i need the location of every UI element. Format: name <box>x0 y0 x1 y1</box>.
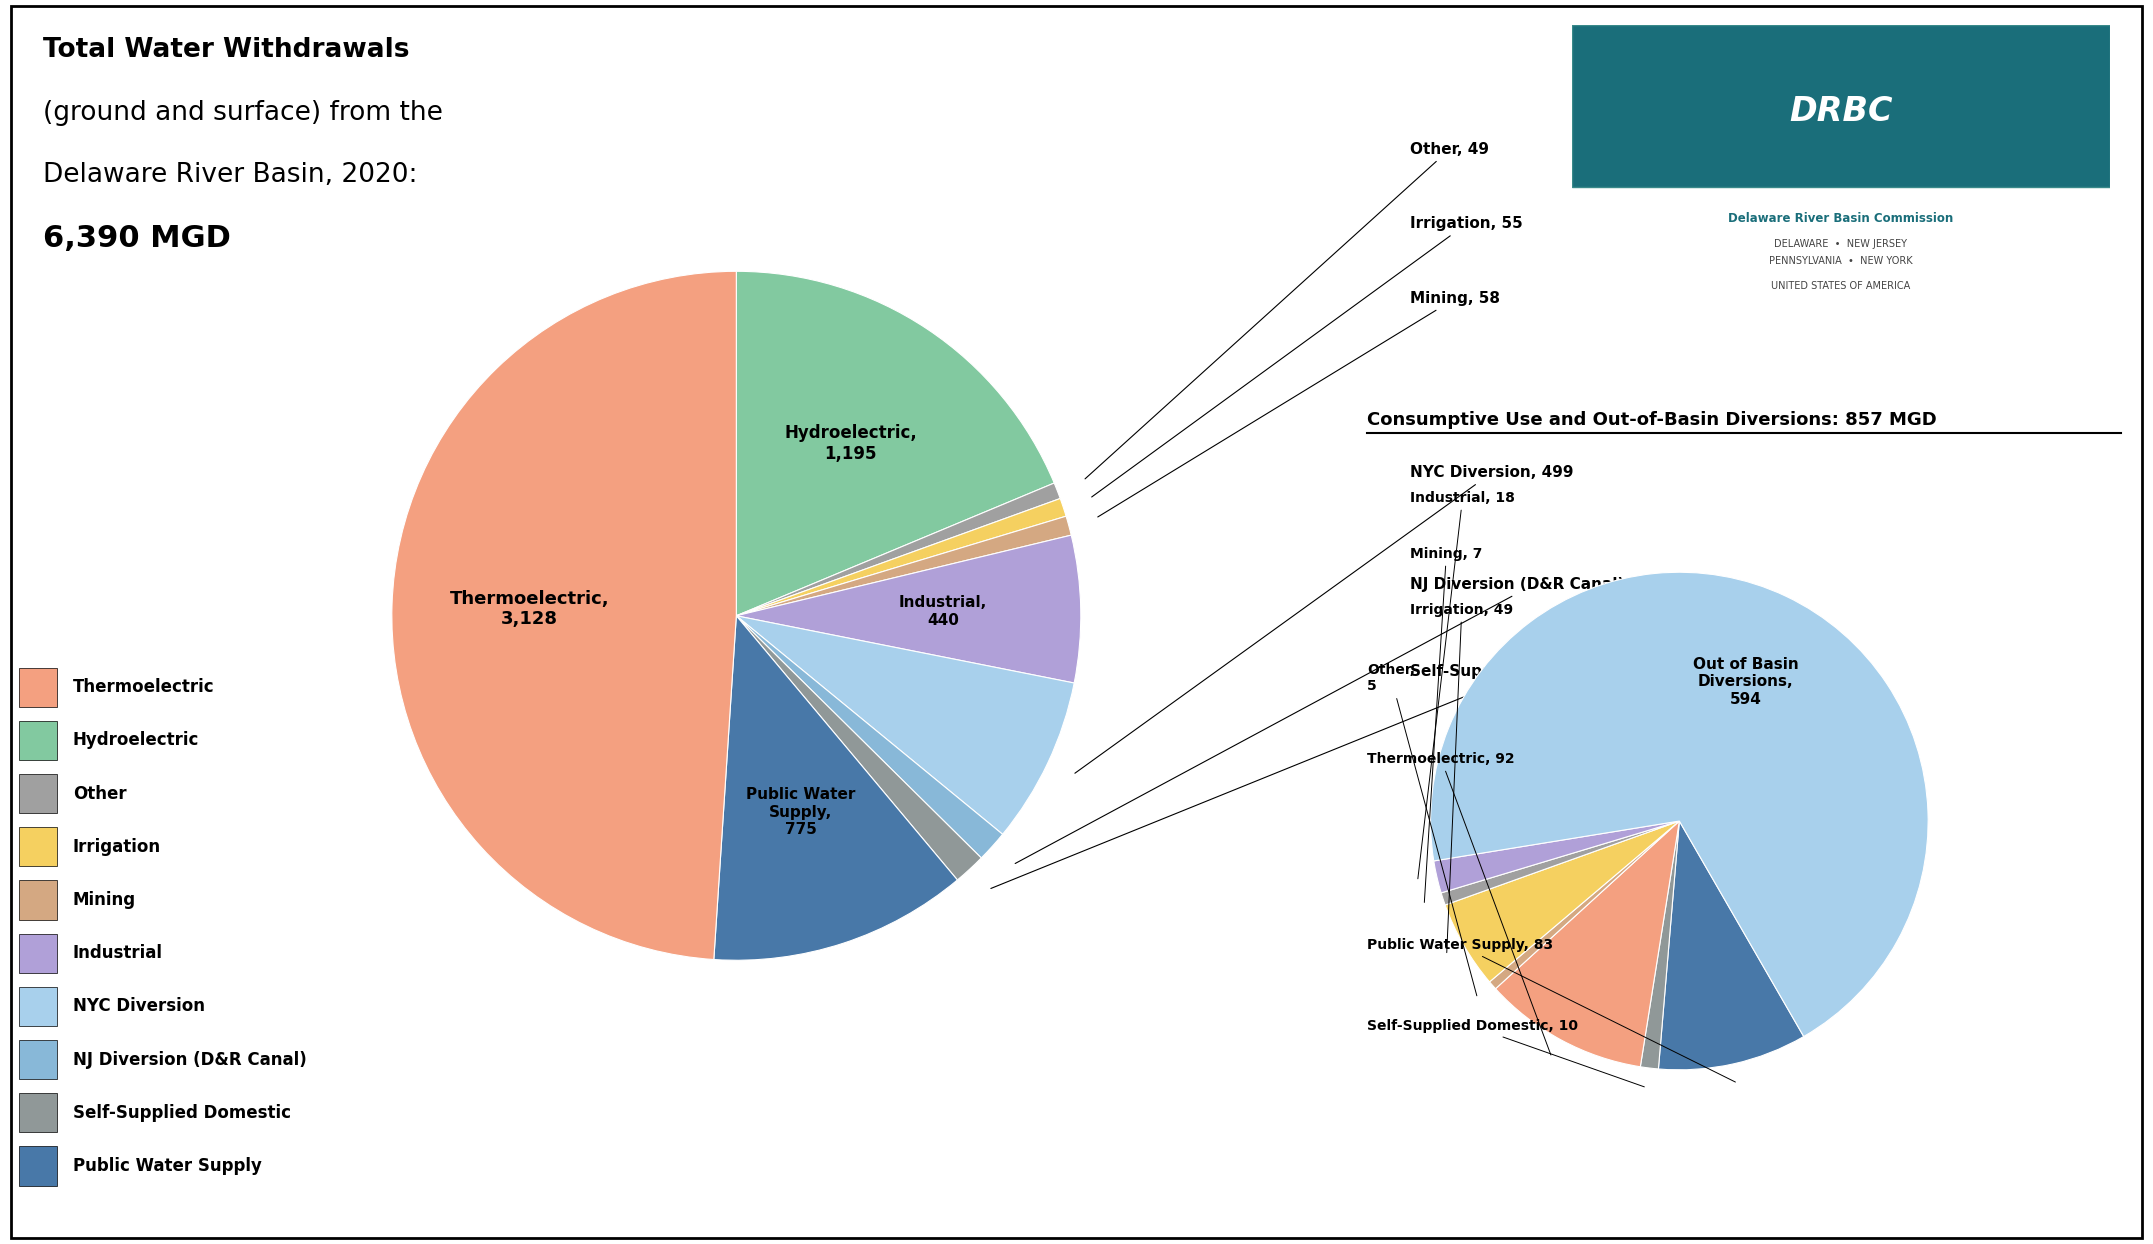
Wedge shape <box>736 516 1072 616</box>
Text: Thermoelectric: Thermoelectric <box>73 678 215 697</box>
Wedge shape <box>1430 572 1929 1036</box>
Text: 6,390 MGD: 6,390 MGD <box>43 224 230 253</box>
Text: Hydroelectric: Hydroelectric <box>73 731 198 749</box>
Text: Irrigation: Irrigation <box>73 838 161 856</box>
Wedge shape <box>1658 821 1804 1070</box>
Text: Other, 49: Other, 49 <box>1085 142 1490 479</box>
Text: Delaware River Basin Commission: Delaware River Basin Commission <box>1729 213 1953 225</box>
Wedge shape <box>392 271 736 959</box>
Text: Public Water Supply: Public Water Supply <box>73 1157 263 1174</box>
Text: Industrial: Industrial <box>73 944 164 962</box>
Text: Thermoelectric, 92: Thermoelectric, 92 <box>1367 751 1550 1055</box>
Wedge shape <box>736 616 982 880</box>
Text: DELAWARE  •  NEW JERSEY: DELAWARE • NEW JERSEY <box>1774 239 1908 249</box>
Text: Public Water Supply, 83: Public Water Supply, 83 <box>1367 938 1735 1082</box>
FancyBboxPatch shape <box>19 933 58 973</box>
Text: NJ Diversion (D&R Canal), 94: NJ Diversion (D&R Canal), 94 <box>1016 577 1656 863</box>
Wedge shape <box>1434 821 1679 893</box>
Wedge shape <box>736 483 1059 616</box>
Wedge shape <box>736 616 1074 835</box>
Wedge shape <box>1641 821 1679 1069</box>
Wedge shape <box>736 271 1055 616</box>
Text: Other,
5: Other, 5 <box>1367 663 1477 995</box>
Text: Mining, 58: Mining, 58 <box>1098 291 1501 518</box>
Wedge shape <box>736 535 1081 683</box>
Text: (ground and surface) from the: (ground and surface) from the <box>43 100 444 126</box>
FancyBboxPatch shape <box>19 1147 58 1186</box>
Text: PENNSYLVANIA  •  NEW YORK: PENNSYLVANIA • NEW YORK <box>1770 256 1912 266</box>
FancyBboxPatch shape <box>19 1040 58 1080</box>
FancyBboxPatch shape <box>19 827 58 866</box>
Text: Mining, 7: Mining, 7 <box>1410 546 1483 902</box>
Text: Delaware River Basin, 2020:: Delaware River Basin, 2020: <box>43 162 418 188</box>
Text: Out of Basin
Diversions,
594: Out of Basin Diversions, 594 <box>1692 657 1798 707</box>
Wedge shape <box>1496 821 1679 1067</box>
Text: NJ Diversion (D&R Canal): NJ Diversion (D&R Canal) <box>73 1051 306 1069</box>
FancyBboxPatch shape <box>19 774 58 814</box>
Text: Mining: Mining <box>73 891 136 909</box>
Text: Hydroelectric,
1,195: Hydroelectric, 1,195 <box>784 424 917 463</box>
Text: DRBC: DRBC <box>1789 96 1892 128</box>
Text: Other: Other <box>73 785 127 802</box>
Wedge shape <box>736 499 1066 616</box>
Text: NYC Diversion: NYC Diversion <box>73 998 205 1015</box>
Wedge shape <box>1490 821 1679 989</box>
Wedge shape <box>715 616 958 960</box>
Text: Industrial, 18: Industrial, 18 <box>1410 490 1516 878</box>
Text: Total Water Withdrawals: Total Water Withdrawals <box>43 37 409 63</box>
Text: Irrigation, 49: Irrigation, 49 <box>1410 602 1514 953</box>
Wedge shape <box>1445 821 1679 982</box>
Text: Irrigation, 55: Irrigation, 55 <box>1092 216 1522 498</box>
Text: NYC Diversion, 499: NYC Diversion, 499 <box>1074 465 1574 774</box>
Text: Self-Supplied Domestic: Self-Supplied Domestic <box>73 1103 291 1122</box>
Text: Industrial,
440: Industrial, 440 <box>898 596 986 628</box>
Text: Public Water
Supply,
775: Public Water Supply, 775 <box>745 787 855 837</box>
Text: Consumptive Use and Out-of-Basin Diversions: 857 MGD: Consumptive Use and Out-of-Basin Diversi… <box>1367 412 1938 429</box>
FancyBboxPatch shape <box>19 1093 58 1132</box>
Text: Thermoelectric,
3,128: Thermoelectric, 3,128 <box>450 590 609 628</box>
FancyBboxPatch shape <box>19 668 58 707</box>
Text: UNITED STATES OF AMERICA: UNITED STATES OF AMERICA <box>1772 281 1910 291</box>
FancyBboxPatch shape <box>1572 25 2110 187</box>
FancyBboxPatch shape <box>19 986 58 1026</box>
Text: Self-Supplied Domestic, 96: Self-Supplied Domestic, 96 <box>990 664 1643 888</box>
FancyBboxPatch shape <box>19 881 58 919</box>
Text: Self-Supplied Domestic, 10: Self-Supplied Domestic, 10 <box>1367 1019 1645 1087</box>
FancyBboxPatch shape <box>19 722 58 760</box>
Wedge shape <box>736 616 1003 858</box>
Wedge shape <box>1440 821 1679 904</box>
